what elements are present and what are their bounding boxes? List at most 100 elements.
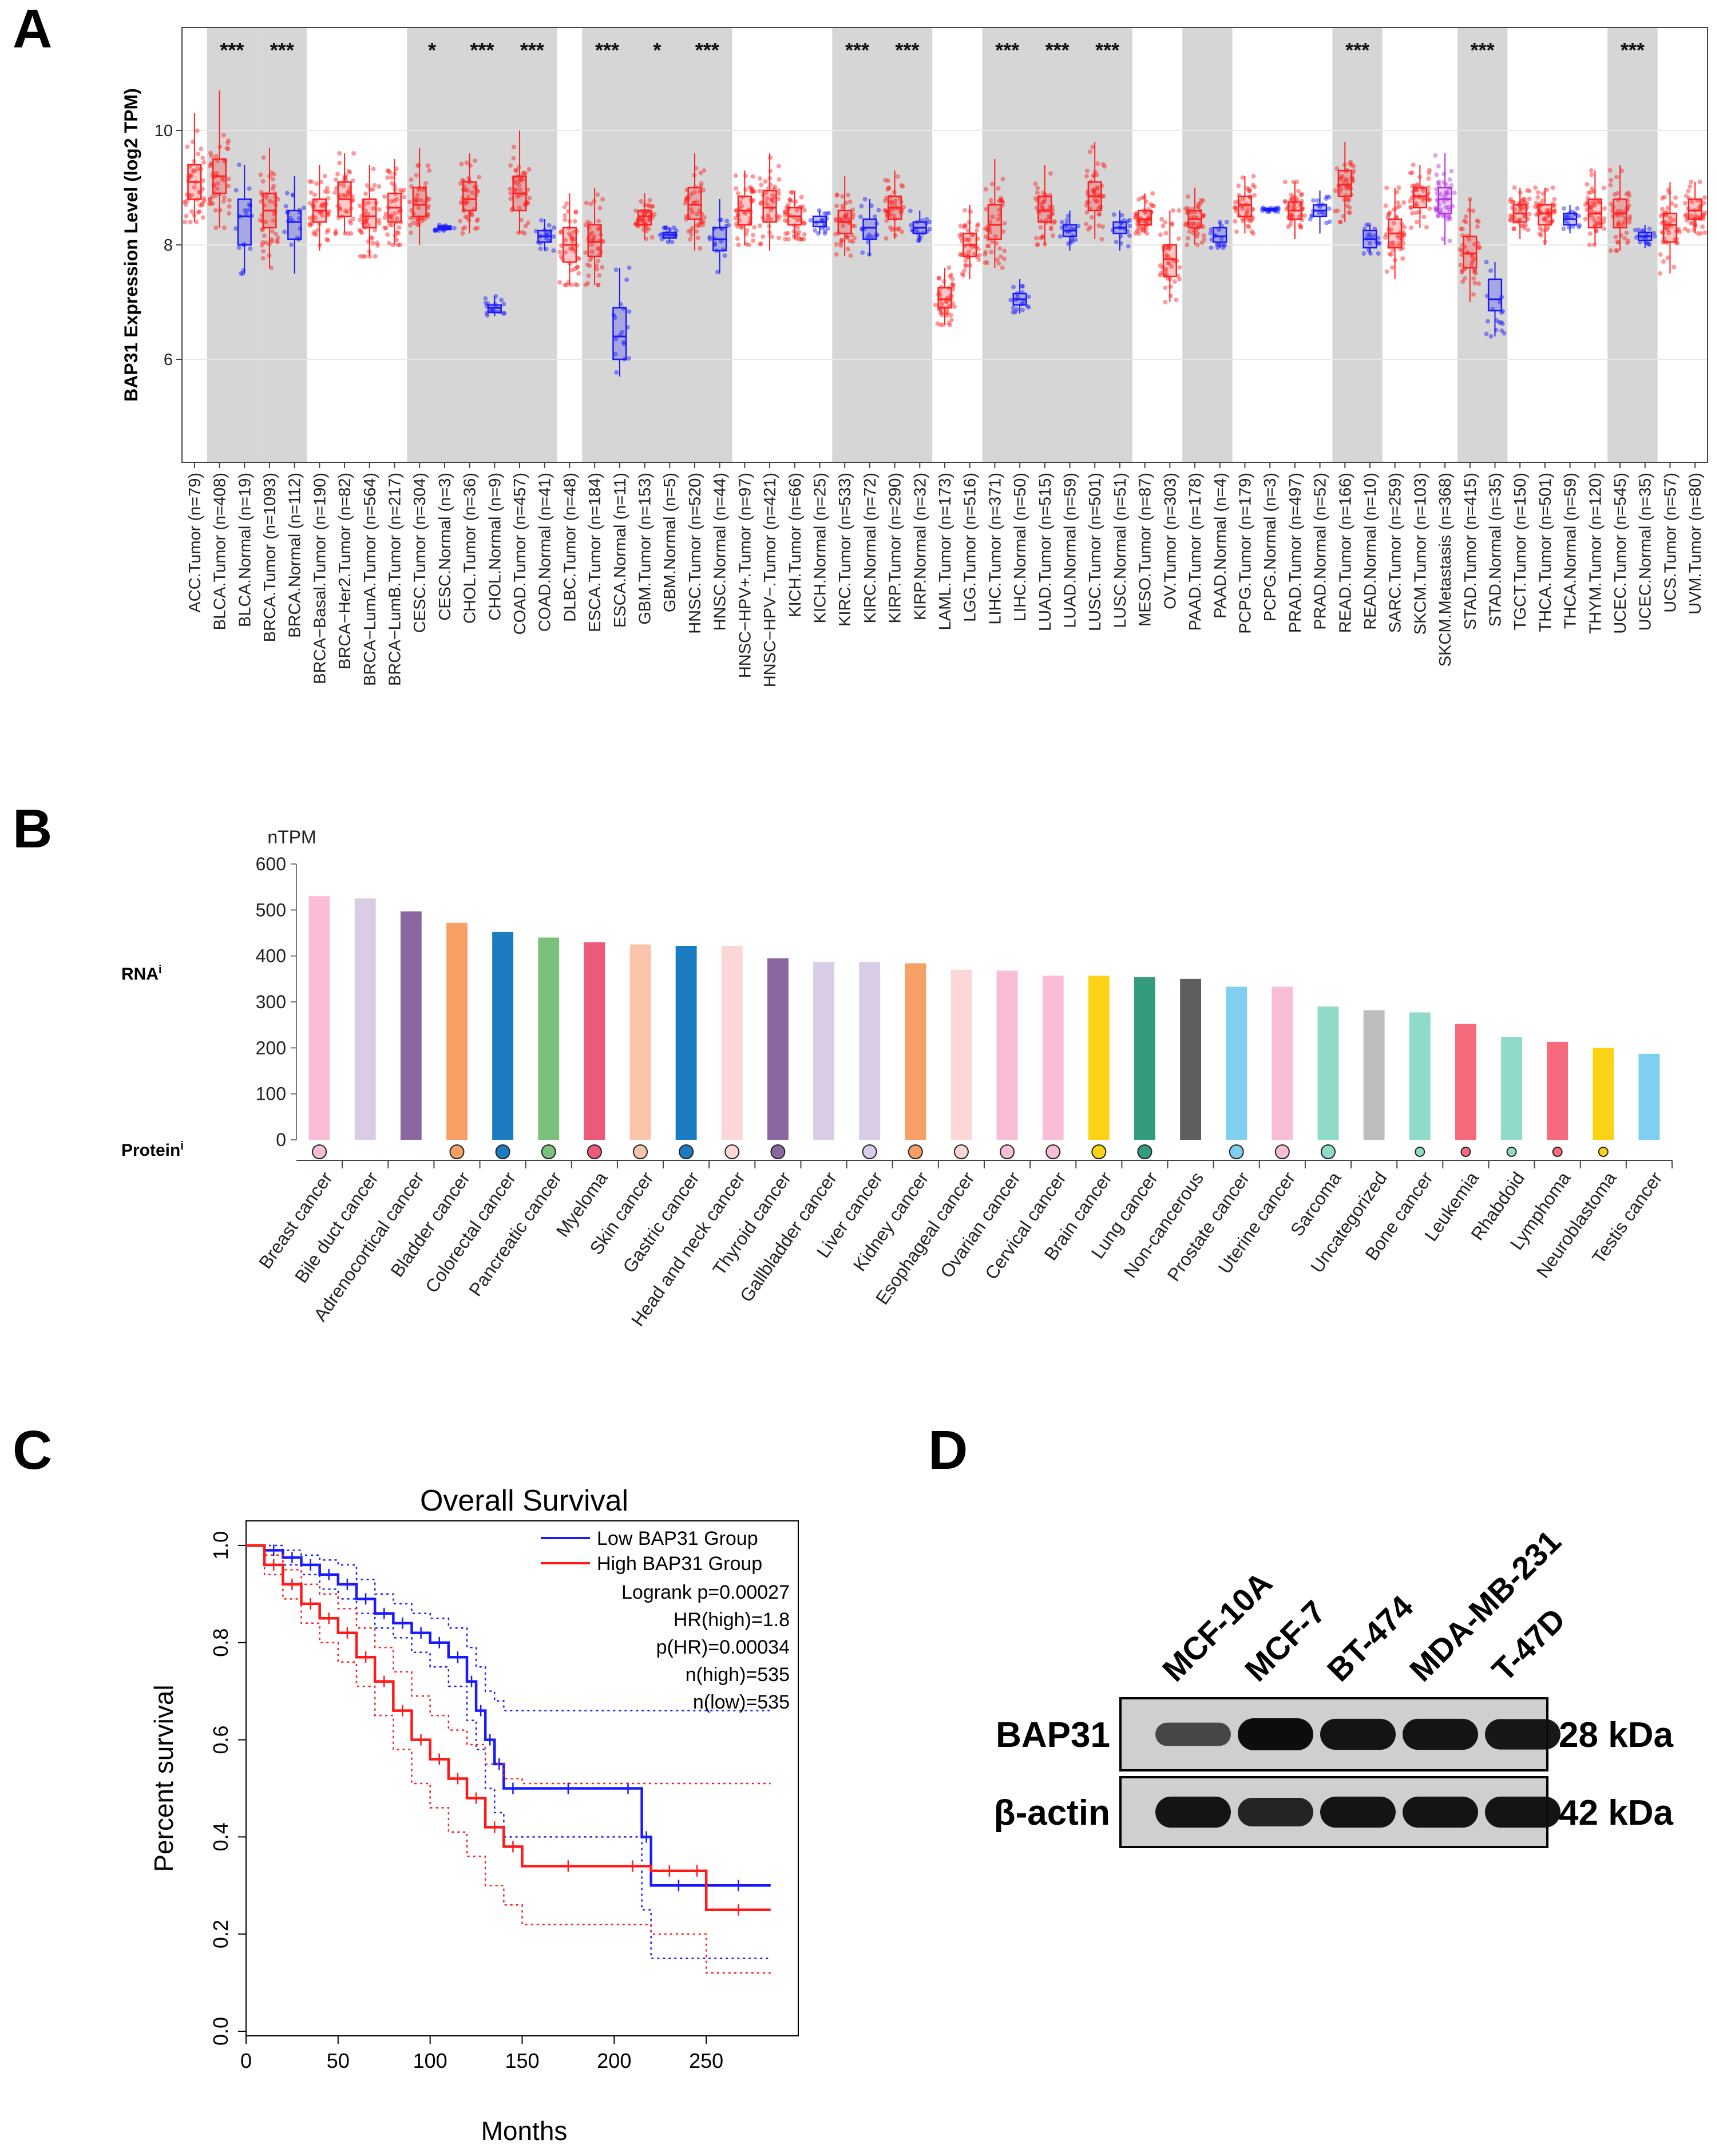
data-point [1052, 219, 1057, 224]
data-point [699, 220, 704, 225]
data-point [1335, 208, 1340, 213]
data-point [1551, 210, 1556, 215]
data-point [664, 225, 669, 230]
bar [1363, 1010, 1385, 1140]
data-point [766, 215, 771, 220]
data-point [1449, 169, 1454, 174]
data-point [1035, 243, 1040, 247]
data-point [765, 196, 770, 201]
bar [1180, 978, 1202, 1140]
data-point [274, 231, 279, 236]
data-point [596, 259, 601, 264]
data-point [1471, 292, 1476, 297]
data-point [974, 228, 979, 233]
box [1162, 244, 1177, 278]
data-point [307, 200, 312, 205]
data-point [568, 246, 573, 251]
data-point [563, 283, 568, 287]
data-point [1384, 232, 1389, 237]
data-point [568, 233, 573, 238]
data-point [1136, 231, 1142, 236]
data-point [724, 219, 730, 224]
data-point [750, 186, 755, 191]
data-point [640, 216, 645, 221]
data-point [1166, 255, 1171, 260]
data-point [948, 274, 953, 279]
data-point [1441, 171, 1447, 176]
data-point [735, 236, 740, 241]
data-point [802, 208, 807, 213]
data-point [468, 163, 473, 168]
data-point [726, 223, 731, 228]
data-point [976, 222, 981, 227]
data-point [719, 239, 724, 244]
data-point [220, 176, 225, 181]
bar [1272, 986, 1293, 1140]
data-point [225, 141, 231, 146]
data-point [1340, 174, 1345, 179]
data-point [1532, 185, 1538, 190]
x-tick-label: STAD.Tumor (n=415) [1461, 473, 1480, 630]
data-point [889, 199, 894, 204]
data-point [722, 253, 727, 258]
data-point [884, 195, 889, 200]
data-point [270, 177, 275, 182]
data-point [382, 194, 387, 199]
data-point [539, 218, 544, 223]
data-point [664, 225, 669, 231]
data-point [247, 202, 252, 207]
data-point [1326, 206, 1332, 211]
data-point [1421, 188, 1426, 193]
data-point [307, 215, 312, 220]
data-point [213, 154, 219, 159]
data-point [975, 223, 980, 228]
data-point [1686, 188, 1691, 193]
data-point [1298, 192, 1304, 197]
data-point [308, 190, 314, 195]
data-point [896, 227, 901, 232]
data-point [371, 206, 376, 211]
data-point [1246, 224, 1251, 229]
data-point [189, 173, 194, 179]
bar [905, 963, 926, 1140]
data-point [1168, 284, 1173, 289]
data-point [1174, 298, 1179, 303]
data-point [1391, 240, 1396, 245]
data-point [570, 247, 575, 252]
box [362, 198, 377, 229]
data-point [859, 204, 864, 209]
data-point [936, 276, 941, 281]
data-point [1020, 284, 1025, 289]
box [612, 307, 627, 360]
data-point [1346, 198, 1352, 203]
data-point [833, 216, 838, 221]
data-point [1395, 200, 1400, 205]
x-tick-label: UCEC.Normal (n=35) [1637, 473, 1655, 631]
data-point [337, 160, 342, 165]
data-point [324, 229, 330, 235]
data-point [1452, 191, 1457, 196]
data-point [1233, 200, 1238, 205]
data-point [963, 237, 968, 242]
data-point [600, 265, 605, 270]
data-point [311, 231, 316, 236]
protein-label: BAP31 [996, 1715, 1110, 1755]
x-tick-label: KIRP.Tumor (n=290) [886, 473, 905, 624]
data-point [564, 283, 569, 287]
data-point [1217, 227, 1222, 232]
data-point [1427, 171, 1432, 176]
data-point [847, 239, 853, 244]
data-point [1534, 200, 1539, 205]
data-point [1702, 195, 1707, 200]
box [412, 187, 427, 217]
protein-band [1320, 1796, 1396, 1828]
data-point [699, 219, 704, 224]
significance-label: *** [995, 38, 1019, 62]
data-point [196, 151, 201, 156]
data-point [935, 321, 940, 326]
data-point [1592, 203, 1597, 208]
data-point [1095, 187, 1100, 192]
protein-marker [1091, 1144, 1107, 1159]
data-point [967, 220, 972, 225]
